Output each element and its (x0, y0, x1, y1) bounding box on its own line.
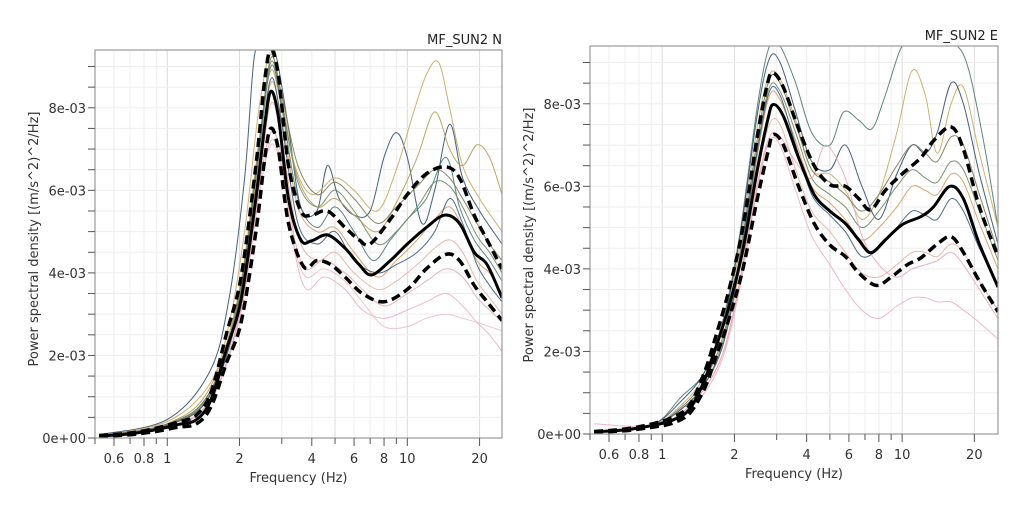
chart-title: MF_SUN2 N (427, 33, 502, 48)
grid (94, 50, 502, 439)
x-tick-label: 6 (350, 452, 358, 467)
station-line (99, 56, 502, 437)
plot-frame (94, 49, 503, 439)
series-group (98, 50, 502, 438)
y-tick-label: 4e-03 (543, 263, 581, 278)
chart-panel-east: 0e+00 2e-03 4e-03 6e-03 8e-03 0.6 0.8 1 2 4 6 8 10 20… (522, 29, 999, 482)
station-line (594, 53, 998, 432)
station-line (99, 77, 502, 437)
y-tick-label: 0e+00 (42, 432, 86, 447)
x-tick-label: 8 (380, 452, 388, 467)
x-tick-label: 2 (730, 448, 738, 463)
x-tick-label: 8 (875, 448, 883, 463)
station-line (594, 90, 998, 433)
y-tick-label: 2e-03 (543, 345, 581, 360)
y-tick-label: 0e+00 (537, 428, 581, 443)
x-axis: 0.6 0.8 1 2 4 6 8 10 20 (94, 438, 488, 467)
station-line (99, 60, 502, 437)
station-line (594, 136, 998, 428)
y-tick-label: 2e-03 (48, 349, 86, 364)
lower-std-line (594, 132, 998, 434)
upper-std-line (593, 70, 998, 434)
x-axis-label: Frequency (Hz) (249, 471, 347, 486)
y-axis: 0e+00 2e-03 4e-03 6e-03 8e-03 (537, 62, 590, 443)
station-line (99, 81, 502, 437)
x-tick-label: 10 (894, 448, 911, 463)
chart-title: MF_SUN2 E (925, 29, 998, 44)
x-tick-label: 6 (845, 448, 853, 463)
y-axis-label: Power spectral density [(m/s^2)^2/Hz] (27, 112, 42, 367)
x-tick-label: 10 (399, 452, 416, 467)
station-line (99, 53, 502, 436)
x-axis-label: Frequency (Hz) (745, 467, 843, 482)
x-tick-label: 20 (471, 452, 488, 467)
x-tick-label: 0.6 (104, 452, 125, 467)
station-line (99, 143, 502, 437)
y-tick-label: 4e-03 (48, 267, 86, 282)
x-axis: 0.6 0.8 1 2 4 6 8 10 20 (589, 434, 983, 463)
x-tick-label: 0.6 (599, 448, 620, 463)
lower-std-line (99, 126, 502, 438)
station-line (594, 131, 998, 433)
x-tick-label: 2 (235, 452, 243, 467)
x-tick-label: 4 (308, 452, 316, 467)
y-tick-label: 8e-03 (48, 102, 86, 117)
y-axis-label: Power spectral density [(m/s^2)^2/Hz] (522, 108, 537, 363)
y-axis: 0e+00 2e-03 4e-03 6e-03 8e-03 (42, 66, 95, 447)
station-line (98, 50, 502, 436)
station-line (99, 69, 502, 437)
x-tick-label: 1 (163, 452, 171, 467)
x-tick-label: 1 (658, 448, 666, 463)
series-group (593, 46, 998, 434)
station-line (594, 46, 998, 432)
mean-line (99, 89, 502, 438)
x-tick-label: 0.8 (134, 452, 155, 467)
upper-std-line (98, 50, 502, 438)
station-line (594, 82, 998, 433)
y-tick-label: 6e-03 (48, 184, 86, 199)
y-tick-label: 6e-03 (543, 180, 581, 195)
station-line (594, 73, 998, 433)
x-tick-label: 0.8 (629, 448, 650, 463)
station-line (99, 64, 502, 437)
plot-frame (589, 45, 999, 435)
chart-panel-north: 0e+00 2e-03 4e-03 6e-03 8e-03 0.6 0.8 1 2 4 6 8 10 20… (27, 33, 503, 486)
station-line (594, 69, 998, 432)
x-tick-label: 20 (966, 448, 983, 463)
x-tick-label: 4 (803, 448, 811, 463)
y-tick-label: 8e-03 (543, 98, 581, 113)
mean-line (594, 103, 998, 434)
station-line (594, 85, 998, 433)
grid (589, 46, 998, 435)
station-line (99, 130, 502, 437)
